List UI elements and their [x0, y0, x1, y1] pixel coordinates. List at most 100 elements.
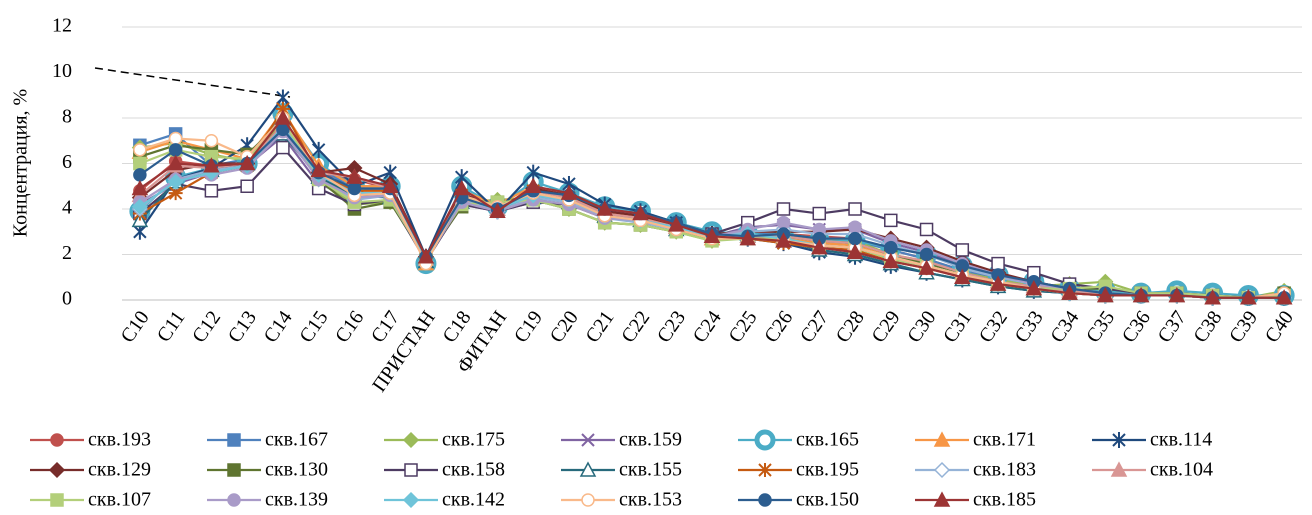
legend-label: скв.171 [973, 429, 1036, 451]
marker [524, 177, 542, 193]
legend-item: скв.175 [384, 429, 505, 451]
legend-item: скв.139 [207, 489, 328, 511]
marker [50, 433, 64, 447]
marker [417, 248, 435, 264]
marker [1204, 289, 1221, 305]
marker [167, 173, 184, 190]
marker [381, 177, 399, 193]
marker [667, 216, 685, 232]
marker [133, 156, 147, 171]
series-line [139, 106, 1285, 299]
y-tick-label: 8 [62, 106, 72, 128]
marker [933, 461, 951, 479]
series-line [139, 116, 1285, 299]
marker [846, 243, 864, 259]
x-tick-label: C20 [546, 307, 583, 347]
marker [758, 463, 772, 477]
legend-item: скв.185 [915, 489, 1036, 511]
legend-label: скв.130 [265, 459, 328, 481]
marker [812, 206, 827, 221]
x-tick-label: C21 [581, 307, 618, 347]
legend-label: скв.165 [796, 429, 859, 451]
marker [310, 161, 327, 178]
marker [274, 109, 292, 125]
marker [739, 229, 757, 246]
legend-label: скв.158 [442, 459, 505, 481]
y-tick-label: 2 [62, 242, 72, 264]
marker [1097, 286, 1114, 303]
marker [848, 231, 862, 246]
marker [991, 256, 1005, 271]
legend-item: скв.193 [30, 429, 151, 451]
marker [933, 431, 951, 447]
marker [775, 232, 792, 248]
x-tick-label: C22 [617, 307, 654, 347]
marker [275, 101, 290, 116]
x-tick-label: C12 [188, 307, 225, 347]
legend-label: скв.153 [619, 489, 682, 511]
legend-item: скв.107 [30, 489, 151, 511]
legend-label: скв.167 [265, 429, 328, 451]
series [131, 121, 1293, 306]
legend-item: скв.150 [738, 489, 859, 511]
series-line [139, 120, 1285, 299]
x-tick-label: C11 [153, 307, 190, 346]
series [133, 111, 1291, 305]
marker [1025, 280, 1043, 296]
marker [168, 186, 183, 201]
x-tick-label: C37 [1154, 307, 1191, 347]
legend-label: скв.185 [973, 489, 1036, 511]
x-tick-label: C23 [653, 307, 690, 347]
y-tick-label: 12 [52, 15, 72, 37]
marker [48, 461, 66, 479]
legend-item: скв.114 [1092, 429, 1212, 451]
x-tick-label: C30 [903, 307, 940, 347]
x-tick-label: C39 [1225, 307, 1262, 347]
legend-label: скв.139 [265, 489, 328, 511]
marker [989, 275, 1007, 291]
series [133, 89, 1291, 306]
marker [776, 215, 791, 230]
legend-item: скв.195 [738, 459, 859, 481]
legend-label: скв.175 [442, 429, 505, 451]
marker [131, 179, 149, 196]
marker [133, 143, 147, 157]
marker [776, 202, 791, 216]
marker [1168, 286, 1186, 303]
marker [919, 247, 934, 262]
y-tick-label: 0 [62, 288, 72, 310]
marker [579, 461, 597, 477]
series-line [139, 123, 1285, 299]
marker [1240, 289, 1257, 305]
x-tick-label: C15 [295, 307, 332, 347]
x-tick-label: C13 [224, 307, 261, 347]
marker [758, 493, 772, 507]
marker [848, 220, 862, 234]
marker [811, 239, 828, 255]
marker [346, 168, 363, 184]
marker [954, 268, 971, 284]
x-tick-label: C35 [1082, 307, 1119, 347]
x-tick-label: C29 [868, 307, 905, 347]
marker [276, 140, 290, 155]
legend-label: скв.183 [973, 459, 1036, 481]
legend-item: скв.165 [738, 429, 859, 451]
x-tick-label: C16 [331, 307, 368, 347]
marker [238, 154, 256, 171]
x-tick-label: C25 [724, 307, 761, 347]
legend-label: скв.150 [796, 489, 859, 511]
marker [581, 433, 595, 447]
marker [402, 431, 420, 449]
x-tick-label: C10 [117, 307, 154, 347]
legend-item: скв.130 [207, 459, 328, 481]
marker [1110, 461, 1128, 477]
marker [560, 184, 578, 200]
marker [1132, 286, 1150, 303]
series-line [139, 116, 1285, 299]
trend-annotation [94, 67, 291, 98]
marker [918, 259, 935, 275]
marker [347, 181, 362, 196]
legend-label: скв.142 [442, 489, 505, 511]
y-tick-label: 10 [52, 60, 72, 82]
marker [581, 493, 595, 507]
